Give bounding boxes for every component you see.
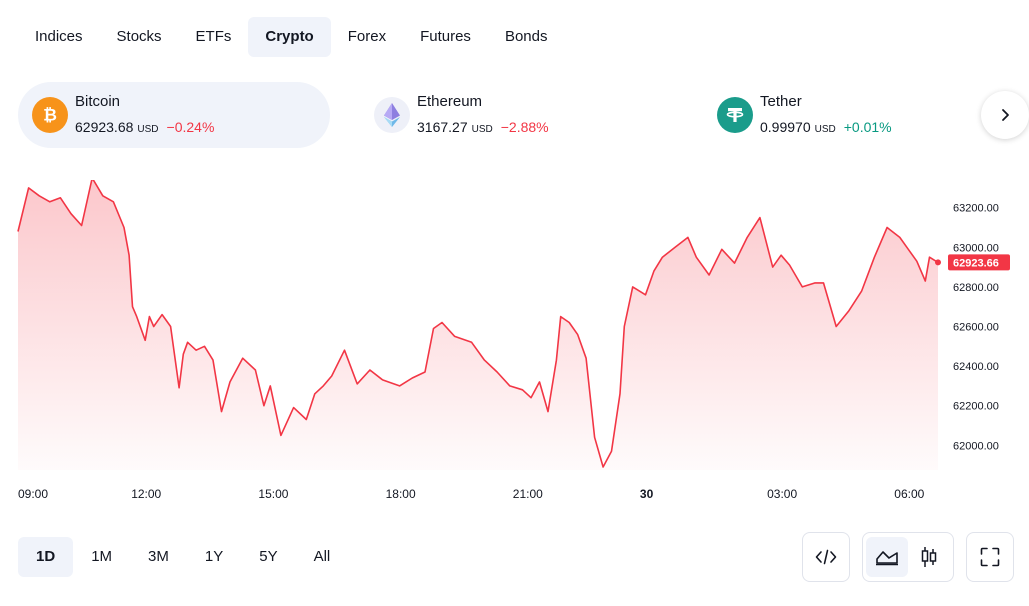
price-area-fill	[18, 180, 938, 470]
y-tick-label: 63200.00	[953, 203, 999, 215]
ticker-currency: USD	[814, 124, 836, 135]
last-price-badge	[948, 254, 1010, 271]
ticker-name: Tether	[760, 93, 802, 110]
tab-bonds[interactable]: Bonds	[504, 28, 548, 45]
code-icon	[815, 549, 837, 565]
ticker-bitcoin[interactable]: ₿ Bitcoin 62923.68 USD −0.24%	[18, 82, 330, 148]
tab-forex[interactable]: Forex	[347, 28, 387, 45]
range-5y[interactable]: 5Y	[259, 548, 278, 565]
area-style-button[interactable]	[866, 537, 908, 577]
ticker-name: Ethereum	[417, 93, 483, 110]
ticker-name: Bitcoin	[75, 93, 121, 110]
range-1d[interactable]: 1D	[18, 537, 74, 577]
fullscreen-button[interactable]	[966, 532, 1014, 582]
x-tick-label: 15:00	[258, 487, 288, 501]
ticker-change: +0.01%	[843, 119, 892, 135]
x-tick-label: 12:00	[131, 487, 161, 501]
range-all[interactable]: All	[313, 548, 331, 565]
last-price-dot	[935, 259, 941, 266]
ethereum-icon	[374, 97, 410, 133]
fullscreen-icon	[980, 547, 1000, 567]
y-tick-label: 63000.00	[953, 242, 999, 254]
ticker-change: −0.24%	[166, 119, 215, 135]
range-1y[interactable]: 1Y	[204, 548, 224, 565]
candles-style-button[interactable]	[908, 537, 950, 577]
ticker-price: 0.99970	[760, 119, 811, 135]
x-tick-label: 09:00	[18, 487, 48, 501]
x-tick-label: 30	[640, 487, 654, 501]
ticker-currency: USD	[137, 124, 159, 135]
tab-stocks[interactable]: Stocks	[116, 28, 162, 45]
ticker-tether[interactable]: Tether 0.99970 USD +0.01%	[703, 82, 973, 148]
chart-style-group	[862, 532, 954, 582]
market-tabs: Indices Stocks ETFs Crypto Forex Futures…	[18, 17, 564, 57]
y-tick-label: 62000.00	[953, 440, 999, 452]
ticker-ethereum[interactable]: Ethereum 3167.27 USD −2.88%	[360, 82, 660, 148]
ticker-price: 3167.27	[417, 119, 468, 135]
area-chart-icon	[876, 551, 898, 566]
y-tick-label: 62400.00	[953, 361, 999, 373]
bitcoin-icon: ₿	[32, 97, 68, 133]
y-tick-label: 62800.00	[953, 282, 999, 294]
x-tick-label: 18:00	[386, 487, 416, 501]
embed-button[interactable]	[802, 532, 850, 582]
ticker-price: 62923.68	[75, 119, 134, 135]
x-tick-label: 21:00	[513, 487, 543, 501]
y-tick-label: 62600.00	[953, 322, 999, 334]
tether-icon	[717, 97, 753, 133]
tab-crypto[interactable]: Crypto	[248, 17, 331, 57]
x-tick-label: 03:00	[767, 487, 797, 501]
chevron-right-icon	[1002, 109, 1009, 121]
range-3m[interactable]: 3M	[148, 548, 169, 565]
ticker-currency: USD	[471, 124, 493, 135]
next-tickers-button[interactable]	[981, 91, 1029, 139]
range-1m[interactable]: 1M	[91, 548, 113, 565]
candles-icon	[921, 547, 937, 567]
tab-indices[interactable]: Indices	[35, 28, 83, 45]
last-price-label: 62923.66	[953, 257, 999, 269]
price-chart[interactable]: 63200.00 63000.00 62800.00 62600.00 62400.00…	[0, 180, 1029, 510]
x-tick-label: 06:00	[894, 487, 924, 501]
svg-text:₿: ₿	[43, 106, 57, 126]
tab-etfs[interactable]: ETFs	[195, 28, 232, 45]
range-selector: 1D 1M 3M 1Y 5Y All	[18, 537, 348, 577]
tab-futures[interactable]: Futures	[420, 28, 471, 45]
ticker-change: −2.88%	[500, 119, 549, 135]
price-line	[17, 180, 939, 468]
y-tick-label: 62200.00	[953, 401, 999, 413]
